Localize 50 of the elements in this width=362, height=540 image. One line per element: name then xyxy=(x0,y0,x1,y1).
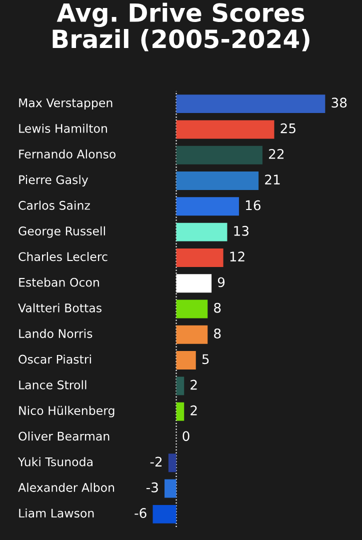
bar xyxy=(176,94,326,114)
data-label: 16 xyxy=(246,200,260,210)
data-label: 5 xyxy=(202,354,209,364)
bar xyxy=(176,351,196,370)
bar xyxy=(176,222,228,242)
y-tick-label: Lando Norris xyxy=(19,328,92,338)
bar xyxy=(176,120,274,139)
data-label: 0 xyxy=(182,431,190,442)
data-label: 8 xyxy=(214,328,221,338)
bar xyxy=(164,479,176,498)
bar xyxy=(176,197,239,216)
y-tick-label: Oliver Bearman xyxy=(18,432,110,441)
data-label: 25 xyxy=(280,123,296,134)
data-label: -6 xyxy=(134,508,146,518)
bar xyxy=(176,402,184,421)
y-tick-label: Liam Lawson xyxy=(19,508,94,518)
data-label: 8 xyxy=(214,302,221,313)
y-tick-label: George Russell xyxy=(18,226,105,238)
y-tick-label: Esteban Ocon xyxy=(19,278,99,287)
data-label: 9 xyxy=(218,277,225,288)
data-label: 13 xyxy=(234,226,248,236)
bar xyxy=(176,248,224,267)
y-tick-label: Yuki Tsunoda xyxy=(18,457,92,466)
y-tick-label: Alexander Albon xyxy=(18,482,114,492)
data-label: 12 xyxy=(230,252,244,262)
bar xyxy=(176,146,262,164)
data-label: -2 xyxy=(150,456,162,467)
y-tick-label: Pierre Gasly xyxy=(19,175,88,186)
bar xyxy=(176,300,208,318)
bar xyxy=(152,504,176,524)
bar xyxy=(168,454,176,472)
bar xyxy=(176,325,208,344)
y-tick-label: Charles Leclerc xyxy=(18,252,108,262)
data-label: 22 xyxy=(269,148,284,159)
data-label: 21 xyxy=(265,174,280,184)
y-tick-label: Fernando Alonso xyxy=(19,149,116,159)
y-tick-label: Nico Hülkenberg xyxy=(19,406,114,418)
y-tick-label: Lewis Hamilton xyxy=(19,124,107,133)
bar xyxy=(176,172,259,190)
y-tick-label: Max Verstappen xyxy=(19,98,112,110)
chart-title: Avg. Drive Scores Brazil (2005-2024) xyxy=(52,2,310,52)
y-tick-label: Valtteri Bottas xyxy=(18,303,102,312)
y-tick-label: Oscar Piastri xyxy=(18,354,91,364)
y-tick-label: Carlos Sainz xyxy=(18,200,90,210)
bar xyxy=(176,376,184,396)
data-label: 38 xyxy=(332,98,347,108)
y-tick-label: Lance Stroll xyxy=(19,380,86,390)
data-label: 2 xyxy=(190,405,197,416)
data-label: 2 xyxy=(190,380,197,390)
data-label: -3 xyxy=(146,482,158,492)
